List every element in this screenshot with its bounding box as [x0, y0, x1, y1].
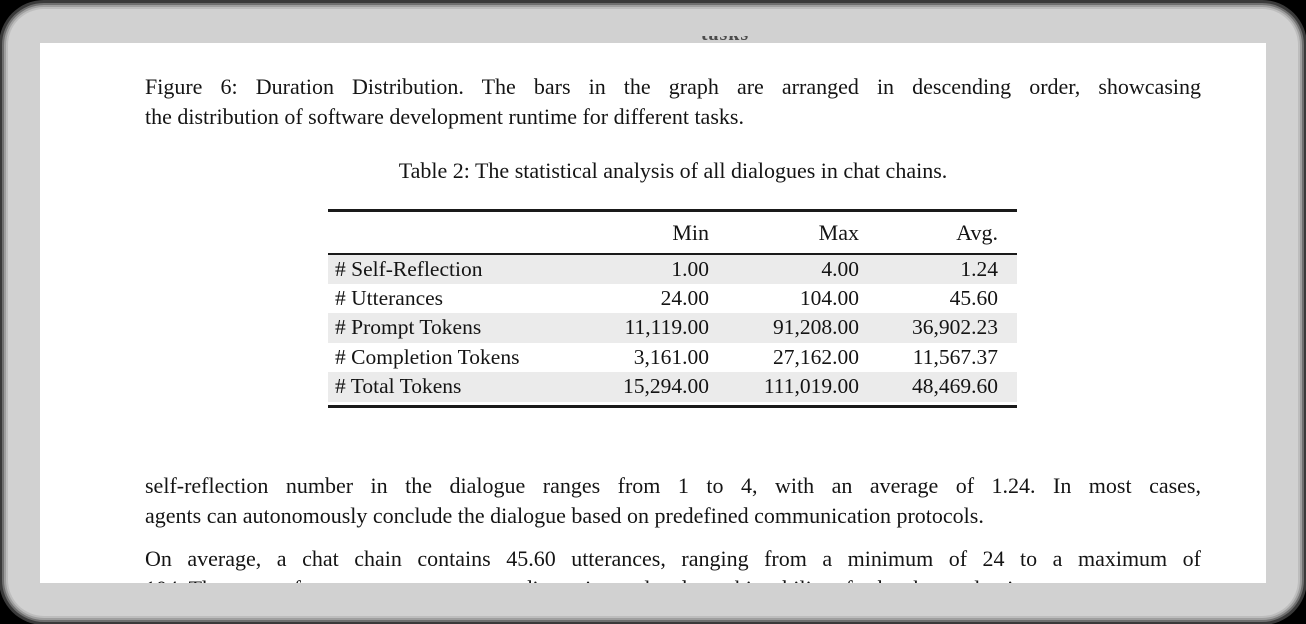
- table-row: # Prompt Tokens 11,119.00 91,208.00 36,902.…: [328, 313, 1017, 343]
- row-value: 111,019.00: [763, 374, 859, 399]
- table-caption: Table 2: The statistical analysis of all…: [398, 158, 948, 183]
- table-row: # Total Tokens 15,294.00 111,019.00 48,469.…: [328, 372, 1017, 402]
- row-value: 1.24: [960, 256, 998, 281]
- clipped-word-text: tasks: [695, 36, 755, 43]
- row-label: # Total Tokens: [335, 374, 462, 399]
- row-label: # Prompt Tokens: [335, 315, 482, 340]
- row-value: 3,161.00: [633, 344, 709, 369]
- row-label: # Self-Reflection: [335, 256, 483, 281]
- paragraph-utterances: On average, a chat chain contains 45.60 …: [145, 544, 1201, 583]
- row-value: 11,119.00: [624, 315, 709, 340]
- row-label: # Utterances: [335, 285, 444, 310]
- table-row: # Self-Reflection 1.00 4.00 1.24: [328, 254, 1017, 284]
- row-value: 27,162.00: [773, 344, 859, 369]
- row-value: 24.00: [660, 285, 709, 310]
- table-body: # Self-Reflection 1.00 4.00 1.24 # Utterance…: [328, 254, 1017, 402]
- figure-caption: Figure 6: Duration Distribution. The bar…: [145, 72, 1201, 131]
- dialogue-stats-table: Min Max Avg. # Self-Reflection 1.00 4.00 1.…: [328, 212, 1017, 402]
- row-value: 1.00: [671, 256, 709, 281]
- col-header-avg: Avg.: [859, 212, 1017, 255]
- table-row: # Completion Tokens 3,161.00 27,162.00 11,5…: [328, 343, 1017, 373]
- text-line: On average, a chat chain contains 45.60 …: [145, 546, 1201, 571]
- paragraph-self-reflection: self-reflection number in the dialogue r…: [145, 471, 1201, 530]
- row-value: 11,567.37: [912, 344, 998, 369]
- text-line: Figure 6: Duration Distribution. The bar…: [145, 74, 1201, 99]
- document-window: tasks Figure 6: Duration Distribution. T…: [8, 9, 1298, 616]
- row-value: 91,208.00: [773, 315, 859, 340]
- row-value: 48,469.60: [912, 374, 998, 399]
- text-line: 104. The count of utterances encompasses…: [145, 574, 1201, 584]
- row-value: 45.60: [949, 285, 998, 310]
- row-label: # Completion Tokens: [335, 344, 520, 369]
- row-value: 15,294.00: [623, 374, 709, 399]
- row-value: 4.00: [821, 256, 859, 281]
- row-value: 36,902.23: [912, 315, 998, 340]
- pdf-page[interactable]: Figure 6: Duration Distribution. The bar…: [40, 43, 1266, 583]
- table-header-row: Min Max Avg.: [328, 212, 1017, 255]
- text-line: self-reflection number in the dialogue r…: [145, 473, 1201, 498]
- row-value: 104.00: [799, 285, 859, 310]
- col-header-empty: [328, 212, 573, 255]
- clipped-figure-axis-label: tasks: [695, 36, 755, 43]
- table-row: # Utterances 24.00 104.00 45.60: [328, 284, 1017, 314]
- col-header-max: Max: [709, 212, 859, 255]
- text-line: agents can autonomously conclude the dia…: [145, 502, 984, 528]
- col-header-min: Min: [573, 212, 709, 255]
- text-line: the distribution of software development…: [145, 103, 744, 129]
- statistics-table: Min Max Avg. # Self-Reflection 1.00 4.00 1.…: [328, 209, 1017, 408]
